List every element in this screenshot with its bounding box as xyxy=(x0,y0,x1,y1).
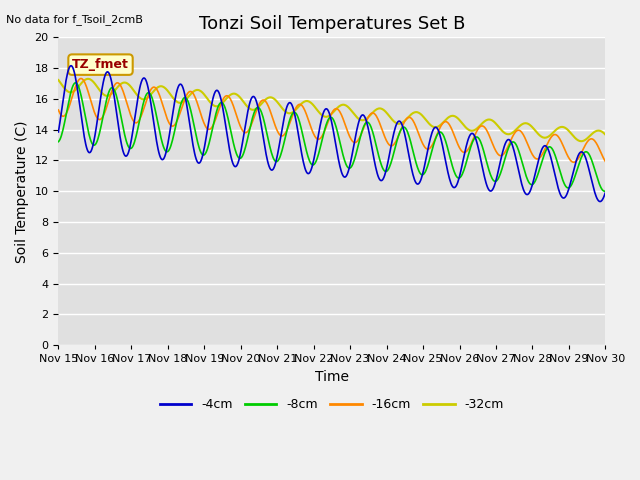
Text: No data for f_Tsoil_2cmB: No data for f_Tsoil_2cmB xyxy=(6,14,143,25)
Y-axis label: Soil Temperature (C): Soil Temperature (C) xyxy=(15,120,29,263)
Text: TZ_fmet: TZ_fmet xyxy=(72,58,129,71)
X-axis label: Time: Time xyxy=(315,370,349,384)
Title: Tonzi Soil Temperatures Set B: Tonzi Soil Temperatures Set B xyxy=(198,15,465,33)
Legend: -4cm, -8cm, -16cm, -32cm: -4cm, -8cm, -16cm, -32cm xyxy=(155,393,509,416)
